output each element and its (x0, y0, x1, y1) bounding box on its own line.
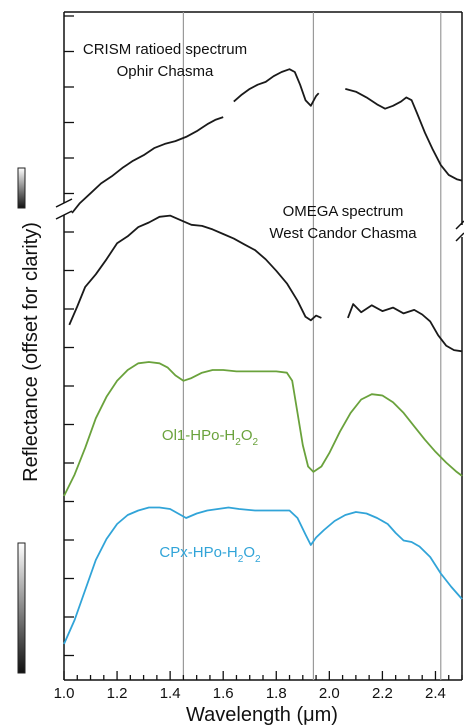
reference-lines (182, 12, 442, 680)
series-layer (63, 68, 463, 645)
x-tick-labels: 1.0 1.2 1.4 1.6 1.8 2.0 2.2 2.4 (54, 685, 446, 702)
cpx-label: CPx-HPo-H2O2 (159, 544, 261, 565)
scale-bar-upper (17, 167, 26, 209)
omega-label-line2: West Candor Chasma (269, 225, 417, 242)
scale-bar-lower (17, 542, 26, 674)
series-line (68, 214, 322, 326)
series-line (63, 361, 463, 497)
y-axis-break-mark (55, 198, 73, 208)
x-tick-label: 1.4 (160, 685, 181, 702)
series-line (345, 88, 463, 182)
x-tick-label: 1.6 (213, 685, 234, 702)
series-1 (68, 214, 463, 353)
right-axis-break-mark (455, 220, 464, 230)
x-axis-title: Wavelength (μm) (186, 704, 338, 726)
omega-label-line1: OMEGA spectrum (283, 203, 404, 220)
y-axis-break-mark (55, 210, 73, 220)
axis-ticks (63, 15, 463, 680)
series-3 (63, 506, 463, 645)
y-axis-title: Reflectance (offset for clarity) (20, 222, 42, 482)
x-tick-label: 2.2 (372, 685, 393, 702)
ol1-label: Ol1-HPo-H2O2 (162, 427, 259, 448)
plot-frame (55, 11, 464, 681)
crism-label-line2: Ophir Chasma (117, 63, 214, 80)
crism-label-line1: CRISM ratioed spectrum (83, 41, 247, 58)
x-tick-label: 1.2 (107, 685, 128, 702)
series-2 (63, 361, 463, 497)
x-tick-label: 1.8 (266, 685, 287, 702)
series-line (233, 68, 320, 107)
series-0 (71, 68, 463, 214)
series-line (63, 506, 463, 645)
series-line (71, 116, 224, 214)
series-line (347, 303, 463, 353)
right-axis-break-mark (455, 232, 464, 242)
x-tick-label: 2.0 (319, 685, 340, 702)
x-tick-label: 1.0 (54, 685, 75, 702)
series-labels: CRISM ratioed spectrum Ophir Chasma OMEG… (83, 41, 417, 565)
x-tick-label: 2.4 (425, 685, 446, 702)
